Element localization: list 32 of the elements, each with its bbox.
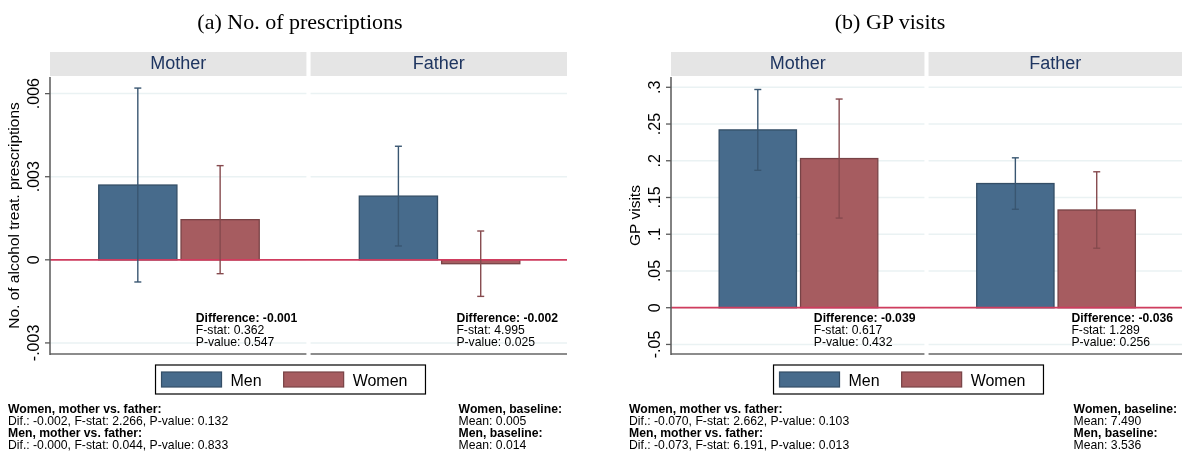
text: Women, mother vs. father: Dif.: -0.002, F-stat: 2.266, P-value: 0.132 Men, mother vs. father: Dif.: -0.000, F-stat: 0.044, P-value: 0.833 (8, 402, 229, 452)
y-tick-label: .3 (646, 80, 663, 94)
y-tick-label: .25 (646, 112, 663, 136)
y-tick-label: .15 (646, 186, 663, 209)
y-tick-label: .2 (646, 153, 663, 168)
y-axis-title: GP visits (626, 184, 643, 246)
text: Women, mother vs. father: Dif.: -0.070, F-stat: 2.662, P-value: 0.103 Men, mother vs. father: Dif.: -0.073, F-stat: 6.191, P-value: 0.013 (629, 402, 850, 452)
annotation: Difference: -0.001 F-stat: 0.362 P-value: 0.547 (195, 311, 298, 349)
legend-label: Women (970, 372, 1026, 389)
text: Women, baseline: Mean: 0.005 Men, baseline: Mean: 0.014 (458, 402, 563, 452)
x-tick-label: Mother (150, 53, 207, 73)
x-tick-label: Father (1029, 53, 1082, 73)
chart-title: (a) No. of prescriptions (197, 9, 403, 34)
annotation: Difference: -0.002 F-stat: 4.995 P-value: 0.025 (456, 311, 559, 349)
y-tick-label: 0 (25, 255, 42, 265)
x-tick-label: Father (412, 53, 465, 73)
y-tick-label: .003 (25, 161, 42, 193)
annotation: Difference: -0.039 F-stat: 0.617 P-value: 0.432 (813, 311, 916, 349)
legend-label: Men (848, 372, 880, 389)
x-tick-label: Mother (769, 53, 826, 73)
y-tick-label: .05 (646, 259, 663, 283)
y-tick-label: .006 (25, 77, 42, 110)
annotation: Difference: -0.036 F-stat: 1.289 P-value: 0.256 (1071, 311, 1174, 349)
y-tick-label: -.05 (646, 330, 663, 359)
chart-title: (b) GP visits (834, 9, 946, 34)
y-tick-label: -.003 (25, 324, 42, 362)
y-tick-label: 0 (646, 303, 663, 313)
legend-label: Women (352, 372, 408, 389)
y-tick-label: .1 (646, 227, 663, 241)
y-axis-title: No. of alcohol treat. prescriptions (5, 101, 22, 329)
text: Women, baseline: Mean: 7.490 Men, baseline: Mean: 3.536 (1073, 402, 1178, 452)
legend-label: Men (230, 372, 262, 389)
